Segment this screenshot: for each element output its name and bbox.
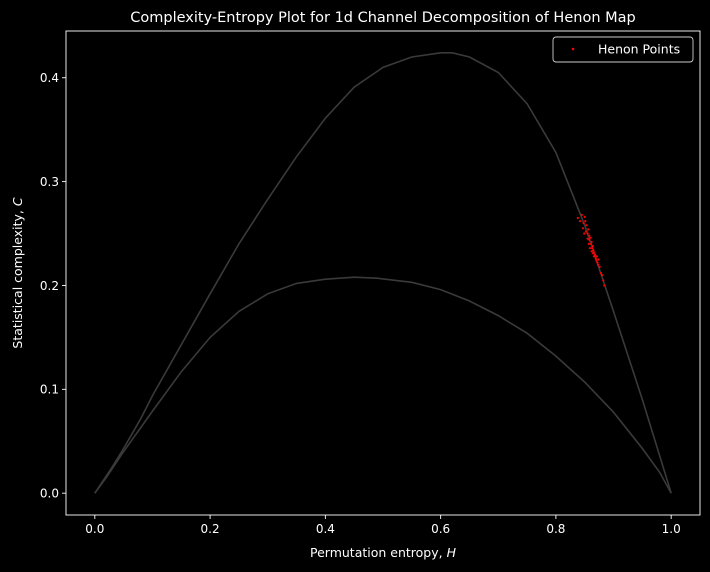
x-tick-label: 0.2 [201, 522, 220, 536]
henon-point [589, 236, 592, 239]
henon-point [600, 274, 604, 277]
henon-point [588, 247, 592, 250]
henon-point [603, 284, 606, 287]
henon-point [599, 271, 603, 275]
henon-point [602, 279, 605, 282]
x-axis-label: Permutation entropy, H [310, 545, 457, 560]
chart-title: Complexity-Entropy Plot for 1d Channel D… [130, 10, 635, 26]
henon-point [592, 249, 595, 252]
henon-point [581, 227, 585, 230]
y-tick-label: 0.1 [40, 383, 59, 397]
henon-point [597, 258, 600, 261]
x-tick-label: 0.6 [431, 522, 450, 536]
y-axis-ticks: 0.0 0.1 0.2 0.3 0.4 [40, 71, 66, 500]
x-axis-ticks: 0.0 0.2 0.4 0.6 0.8 1.0 [85, 515, 681, 536]
x-tick-label: 1.0 [662, 522, 681, 536]
henon-point [595, 255, 598, 258]
henon-point [588, 234, 591, 237]
henon-point [588, 238, 591, 241]
plot-frame [65, 30, 701, 516]
henon-point [582, 222, 585, 225]
legend-entry-henon-points: Henon Points [598, 42, 680, 57]
henon-point [596, 261, 599, 264]
henon-point [583, 215, 586, 218]
x-tick-label: 0.8 [546, 522, 565, 536]
henon-point [590, 240, 593, 243]
boundary-curve-upper [94, 52, 672, 494]
y-tick-label: 0.3 [40, 175, 59, 189]
henon-point [585, 224, 588, 227]
x-tick-label: 0.4 [316, 522, 335, 536]
henon-point [580, 213, 583, 216]
henon-point [586, 237, 589, 240]
legend-box [552, 36, 694, 63]
henon-point [594, 257, 597, 260]
henon-point [598, 265, 601, 268]
legend: Henon Points [552, 36, 694, 63]
henon-point [586, 232, 589, 235]
henon-point [590, 250, 593, 253]
x-tick-label: 0.0 [85, 522, 104, 536]
henon-point [591, 252, 594, 255]
henon-point [579, 220, 582, 223]
henon-point [595, 259, 598, 262]
y-tick-label: 0.4 [40, 71, 59, 85]
henon-point [587, 242, 590, 245]
henon-point [584, 230, 588, 233]
henon-point [594, 254, 597, 257]
y-tick-label: 0.0 [40, 486, 59, 500]
henon-point [587, 228, 590, 231]
legend-marker [571, 47, 575, 51]
henon-point [576, 216, 579, 220]
y-axis-label: Statistical complexity, C [10, 197, 25, 348]
henon-point [591, 247, 594, 250]
boundary-curve-lower [94, 276, 672, 494]
y-tick-label: 0.2 [40, 279, 59, 293]
henon-point [584, 220, 587, 223]
henon-point [583, 232, 586, 235]
scatter-points [576, 213, 606, 287]
henon-point [591, 244, 594, 248]
henon-point [590, 242, 593, 245]
henon-point [596, 263, 600, 266]
boundary-curves [94, 52, 672, 494]
